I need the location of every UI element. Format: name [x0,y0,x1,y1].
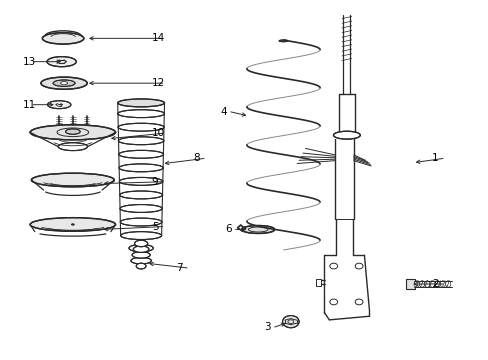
Ellipse shape [429,281,434,287]
Text: 11: 11 [22,100,36,110]
Ellipse shape [47,57,76,67]
Ellipse shape [434,281,439,287]
Ellipse shape [132,252,150,258]
Ellipse shape [31,173,114,187]
Text: 8: 8 [193,153,200,163]
Ellipse shape [65,129,80,134]
Text: 3: 3 [264,322,270,332]
Text: 10: 10 [152,129,164,138]
Ellipse shape [118,123,164,131]
FancyBboxPatch shape [405,279,414,289]
Ellipse shape [329,263,337,269]
Text: 7: 7 [176,263,183,273]
Ellipse shape [241,226,274,233]
Ellipse shape [119,177,163,185]
Ellipse shape [439,281,445,287]
Ellipse shape [53,80,75,86]
Ellipse shape [413,281,419,287]
Ellipse shape [42,33,83,44]
Ellipse shape [129,244,153,252]
Ellipse shape [41,77,87,89]
Ellipse shape [120,218,162,226]
Ellipse shape [329,299,337,305]
Text: 9: 9 [152,177,158,187]
Ellipse shape [424,281,429,287]
Ellipse shape [119,164,163,172]
Ellipse shape [354,263,362,269]
Ellipse shape [136,263,146,269]
Ellipse shape [120,204,162,212]
Text: 2: 2 [431,279,438,289]
Ellipse shape [333,131,360,139]
Text: 13: 13 [22,57,36,67]
Text: 6: 6 [224,225,231,234]
Ellipse shape [282,316,299,328]
Ellipse shape [118,110,164,118]
Ellipse shape [131,257,151,264]
Ellipse shape [354,299,362,305]
Ellipse shape [71,224,74,225]
Ellipse shape [118,137,163,145]
Ellipse shape [134,240,147,247]
Ellipse shape [118,99,164,107]
Text: 4: 4 [220,107,226,117]
Ellipse shape [133,246,149,252]
Ellipse shape [30,125,115,140]
Text: 5: 5 [152,222,158,231]
Ellipse shape [58,143,87,150]
Ellipse shape [119,150,163,158]
Ellipse shape [120,191,162,199]
Ellipse shape [30,218,115,231]
Ellipse shape [419,281,424,287]
Text: 1: 1 [431,153,438,163]
Ellipse shape [61,82,67,85]
Text: 14: 14 [152,33,165,43]
Ellipse shape [279,40,287,42]
Text: 12: 12 [152,78,165,88]
Bar [315,279,320,286]
Ellipse shape [445,281,450,287]
Ellipse shape [121,231,161,239]
Ellipse shape [47,101,71,109]
